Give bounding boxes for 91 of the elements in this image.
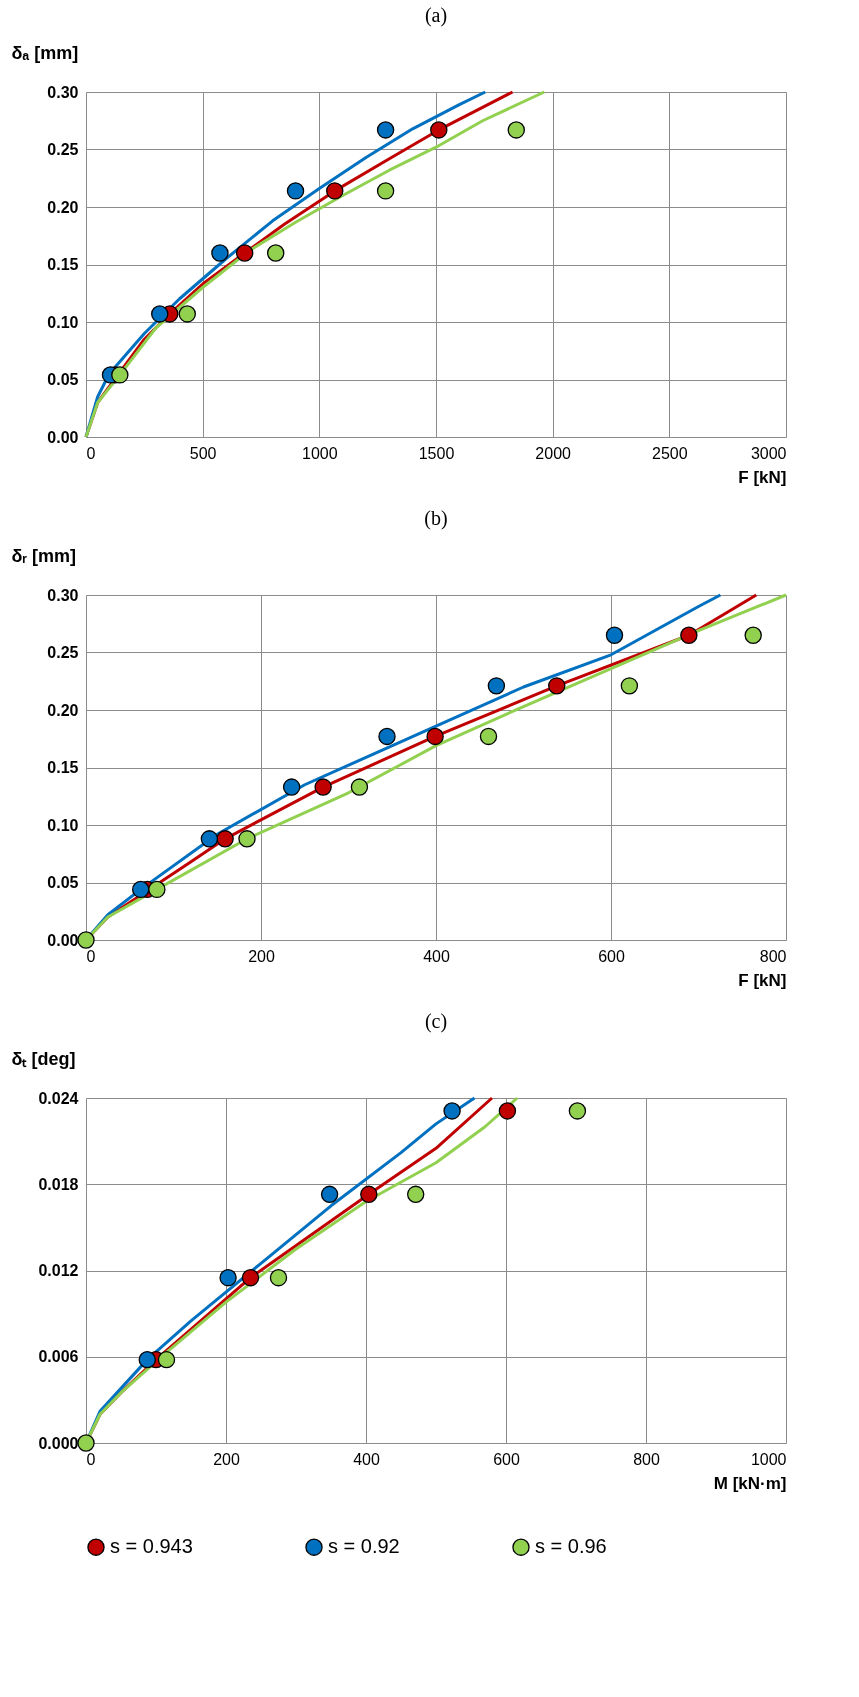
- point: [269, 1268, 288, 1287]
- point: [77, 1434, 95, 1452]
- x-tick-label: 1500: [418, 444, 455, 462]
- y-tick-label: 0.00: [47, 428, 79, 446]
- y-axis-title: δₐ [mm]: [11, 42, 79, 63]
- point: [320, 1185, 339, 1204]
- y-tick-label: 0.024: [38, 1089, 79, 1107]
- legend-label: s = 0.96: [535, 1535, 607, 1558]
- point: [138, 1350, 156, 1369]
- point: [744, 626, 762, 644]
- y-tick-label: 0.05: [47, 874, 79, 891]
- y-tick-label: 0.20: [47, 198, 79, 216]
- point: [157, 1350, 176, 1369]
- point: [211, 244, 229, 262]
- point: [430, 121, 448, 139]
- point: [620, 677, 639, 695]
- x-tick-label: 800: [759, 947, 787, 965]
- x-tick-label: 500: [189, 444, 217, 462]
- y-tick-label: 0.05: [47, 371, 79, 388]
- point: [360, 1185, 378, 1204]
- legend-label: s = 0.92: [328, 1535, 400, 1558]
- x-tick-label: 0: [86, 1450, 96, 1468]
- y-tick-label: 0.006: [38, 1348, 79, 1366]
- point: [148, 880, 166, 899]
- y-axis-title: δₜ [deg]: [11, 1048, 76, 1069]
- x-axis-title: M [kN·m]: [713, 1473, 787, 1493]
- x-axis-title: F [kN]: [738, 467, 787, 487]
- point: [235, 244, 254, 262]
- point: [219, 1268, 237, 1287]
- chart-title: (a): [424, 4, 448, 27]
- point: [178, 305, 196, 323]
- point: [378, 727, 396, 746]
- point: [680, 626, 698, 644]
- y-tick-label: 0.25: [47, 644, 79, 661]
- x-tick-label: 400: [423, 947, 450, 965]
- x-tick-label: 1000: [750, 1450, 787, 1468]
- point: [406, 1185, 425, 1204]
- point: [286, 182, 305, 200]
- point: [111, 366, 129, 384]
- point: [376, 182, 395, 200]
- y-axis-title: δᵣ [mm]: [11, 545, 76, 566]
- y-tick-label: 0.10: [47, 816, 79, 834]
- x-tick-label: 200: [213, 1450, 240, 1468]
- point: [568, 1102, 587, 1120]
- y-tick-label: 0.012: [38, 1262, 79, 1279]
- legend-label: s = 0.943: [110, 1535, 193, 1558]
- point: [151, 305, 169, 323]
- y-tick-label: 0.000: [38, 1434, 79, 1452]
- x-tick-label: 600: [493, 1450, 520, 1468]
- point: [350, 778, 369, 796]
- point: [266, 244, 285, 262]
- y-tick-label: 0.30: [47, 83, 79, 101]
- point: [426, 727, 444, 746]
- point: [479, 727, 498, 746]
- x-tick-label: 2000: [535, 444, 572, 462]
- x-tick-label: 400: [353, 1450, 380, 1468]
- x-axis-title: F [kN]: [738, 970, 787, 990]
- point: [77, 931, 95, 949]
- y-tick-label: 0.00: [47, 931, 79, 949]
- y-tick-label: 0.15: [47, 759, 79, 776]
- y-tick-label: 0.30: [47, 586, 79, 604]
- x-tick-label: 0: [86, 444, 96, 462]
- y-tick-label: 0.10: [47, 313, 79, 331]
- chart-title: (c): [424, 1010, 448, 1033]
- y-tick-label: 0.018: [38, 1175, 79, 1193]
- x-tick-label: 800: [633, 1450, 660, 1468]
- point: [326, 182, 344, 200]
- point: [487, 677, 506, 695]
- point: [507, 121, 525, 139]
- point: [314, 778, 332, 796]
- y-tick-label: 0.25: [47, 141, 79, 158]
- point: [282, 778, 301, 796]
- point: [498, 1102, 517, 1120]
- point: [376, 121, 395, 139]
- x-tick-label: 600: [598, 947, 625, 965]
- chart-title: (b): [424, 507, 448, 530]
- y-tick-label: 0.15: [47, 256, 79, 273]
- y-tick-label: 0.20: [47, 701, 79, 719]
- point: [238, 830, 256, 848]
- x-tick-label: 1000: [302, 444, 338, 462]
- point: [216, 830, 234, 848]
- x-tick-label: 3000: [750, 444, 787, 462]
- point: [548, 677, 566, 695]
- point: [200, 830, 219, 848]
- point: [443, 1102, 461, 1120]
- point: [131, 880, 150, 899]
- point: [241, 1268, 260, 1287]
- x-tick-label: 2500: [652, 444, 688, 462]
- x-tick-label: 0: [86, 947, 96, 965]
- x-tick-label: 200: [248, 947, 275, 965]
- point: [605, 626, 624, 644]
